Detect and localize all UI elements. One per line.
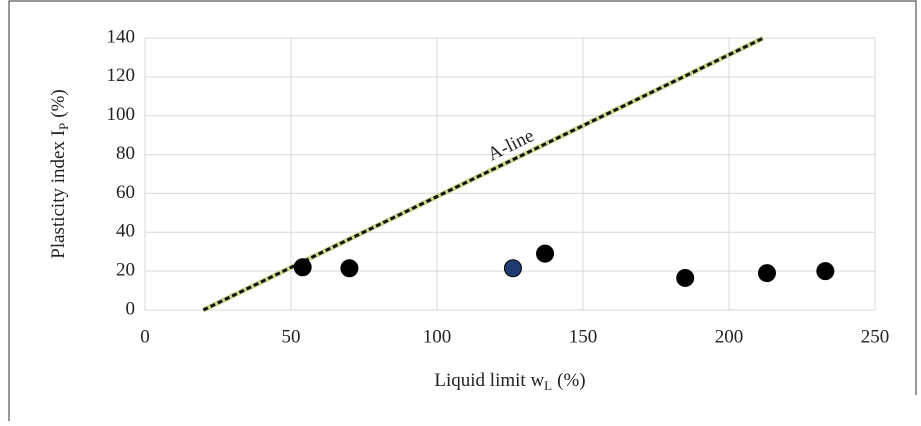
data-point (676, 268, 695, 287)
x-axis-title-tail: (%) (557, 370, 585, 391)
x-tick-label: 150 (569, 326, 598, 347)
y-axis-title-tail: (%) (48, 89, 69, 117)
y-tick-label: 100 (107, 104, 136, 125)
x-tick-label: 250 (861, 326, 890, 347)
y-tick-label: 120 (107, 65, 136, 86)
x-axis-title-main: Liquid limit w (434, 370, 544, 391)
chart-frame (8, 0, 917, 421)
y-tick-label: 20 (116, 260, 135, 281)
y-axis-title: Plasticity index IP (%) (48, 89, 71, 258)
x-axis-title-sub: L (544, 378, 552, 393)
y-tick-label: 140 (107, 26, 136, 47)
y-tick-label: 0 (126, 298, 136, 319)
y-tick-label: 80 (116, 143, 135, 164)
y-tick-label: 60 (116, 182, 135, 203)
x-tick-label: 200 (715, 326, 744, 347)
data-point (816, 262, 835, 281)
data-point (503, 259, 522, 278)
data-point (340, 259, 359, 278)
x-tick-label: 0 (140, 326, 150, 347)
y-axis-title-sub: P (56, 123, 71, 130)
data-point (536, 244, 555, 263)
data-point (293, 258, 312, 277)
data-point (757, 264, 776, 283)
y-tick-label: 40 (116, 221, 135, 242)
x-tick-label: 50 (282, 326, 301, 347)
y-axis-title-main: Plasticity index I (48, 130, 69, 259)
x-tick-label: 100 (423, 326, 452, 347)
x-axis-title: Liquid limit wL (%) (434, 370, 585, 393)
